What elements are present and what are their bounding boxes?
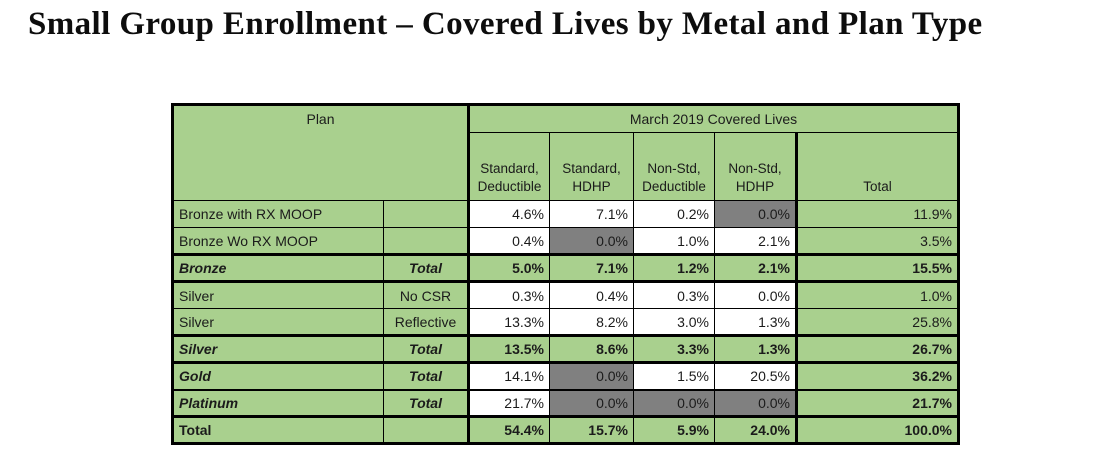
plan-corner-header: Plan [172, 104, 469, 201]
value-cell: 0.3% [467, 281, 550, 309]
header-row-group: Plan March 2019 Covered Lives [172, 104, 959, 201]
enrollment-table: Plan March 2019 Covered Lives Standard, … [171, 103, 960, 445]
value-cell: 1.3% [714, 308, 797, 336]
value-cell: 1.2% [633, 253, 715, 283]
row-total-cell: 100.0% [795, 415, 959, 444]
column-header-total: Total [795, 132, 959, 201]
header-row-columns: Standard, Deductible Standard, HDHP Non-… [173, 132, 959, 201]
plan-cell: Platinum [172, 389, 384, 418]
plan-subtype-cell: Total [383, 253, 469, 283]
value-cell: 2.1% [714, 227, 797, 255]
value-cell: 0.2% [633, 200, 715, 228]
value-cell: 0.4% [467, 227, 550, 255]
plan-cell: Bronze with RX MOOP [172, 200, 384, 228]
table-row: Bronze Wo RX MOOP 0.4% 0.0% 1.0% 2.1% 3.… [172, 227, 959, 255]
table-row: Silver Reflective 13.3% 8.2% 3.0% 1.3% 2… [172, 308, 959, 336]
page-title: Small Group Enrollment – Covered Lives b… [28, 6, 983, 42]
plan-subtype-cell: Total [383, 389, 469, 418]
row-total-cell: 21.7% [795, 389, 959, 418]
table-row: Total 54.4% 15.7% 5.9% 24.0% 100.0% [172, 415, 959, 444]
value-cell: 21.7% [467, 389, 550, 418]
value-cell: 0.0% [549, 389, 634, 418]
row-total-cell: 3.5% [795, 227, 959, 255]
value-cell: 7.1% [549, 253, 634, 283]
plan-cell: Bronze Wo RX MOOP [172, 227, 384, 255]
value-cell: 13.3% [467, 308, 550, 336]
value-cell: 0.3% [633, 281, 715, 309]
row-total-cell: 15.5% [795, 253, 959, 283]
row-total-cell: 36.2% [795, 362, 959, 391]
value-cell: 0.4% [549, 281, 634, 309]
column-header-standard-deductible: Standard, Deductible [467, 132, 550, 201]
table-row: Bronze with RX MOOP 4.6% 7.1% 0.2% 0.0% … [172, 200, 959, 228]
value-cell: 54.4% [467, 415, 550, 444]
row-total-cell: 26.7% [795, 334, 959, 364]
plan-cell: Gold [172, 362, 384, 391]
value-cell: 3.0% [633, 308, 715, 336]
value-cell: 3.3% [633, 334, 715, 364]
plan-cell: Total [172, 415, 384, 444]
table-row: Platinum Total 21.7% 0.0% 0.0% 0.0% 21.7… [172, 389, 959, 418]
value-cell: 13.5% [467, 334, 550, 364]
value-cell: 8.6% [549, 334, 634, 364]
value-cell: 1.5% [633, 362, 715, 391]
value-cell: 7.1% [549, 200, 634, 228]
table-row: Bronze Total 5.0% 7.1% 1.2% 2.1% 15.5% [172, 253, 959, 283]
plan-subtype-cell: Total [383, 362, 469, 391]
table-row: Silver No CSR 0.3% 0.4% 0.3% 0.0% 1.0% [172, 281, 959, 309]
value-cell: 5.9% [633, 415, 715, 444]
plan-subtype-cell [383, 415, 469, 444]
row-total-cell: 11.9% [795, 200, 959, 228]
value-cell: 4.6% [467, 200, 550, 228]
table-row: Gold Total 14.1% 0.0% 1.5% 20.5% 36.2% [172, 362, 959, 391]
plan-subtype-cell [383, 227, 469, 255]
value-cell: 1.3% [714, 334, 797, 364]
row-total-cell: 25.8% [795, 308, 959, 336]
plan-cell: Silver [172, 308, 384, 336]
value-cell: 2.1% [714, 253, 797, 283]
column-header-standard-hdhp: Standard, HDHP [549, 132, 634, 201]
value-cell: 14.1% [467, 362, 550, 391]
plan-cell: Silver [172, 334, 384, 364]
value-cell: 1.0% [633, 227, 715, 255]
plan-cell: Silver [172, 281, 384, 309]
plan-cell: Bronze [172, 253, 384, 283]
value-cell: 0.0% [633, 389, 715, 418]
value-cell: 20.5% [714, 362, 797, 391]
plan-subtype-cell: No CSR [383, 281, 469, 309]
column-header-nonstd-hdhp: Non-Std, HDHP [714, 132, 797, 201]
table-row: Silver Total 13.5% 8.6% 3.3% 1.3% 26.7% [172, 334, 959, 364]
value-cell: 0.0% [549, 362, 634, 391]
column-header-nonstd-deductible: Non-Std, Deductible [633, 132, 715, 201]
plan-subtype-cell: Total [383, 334, 469, 364]
value-cell: 0.0% [549, 227, 634, 255]
value-cell: 0.0% [714, 200, 797, 228]
row-total-cell: 1.0% [795, 281, 959, 309]
value-cell: 0.0% [714, 389, 797, 418]
value-cell: 0.0% [714, 281, 797, 309]
value-cell: 15.7% [549, 415, 634, 444]
value-cell: 8.2% [549, 308, 634, 336]
plan-subtype-cell: Reflective [383, 308, 469, 336]
value-cell: 24.0% [714, 415, 797, 444]
plan-subtype-cell [383, 200, 469, 228]
value-cell: 5.0% [467, 253, 550, 283]
group-header: March 2019 Covered Lives [467, 104, 959, 133]
